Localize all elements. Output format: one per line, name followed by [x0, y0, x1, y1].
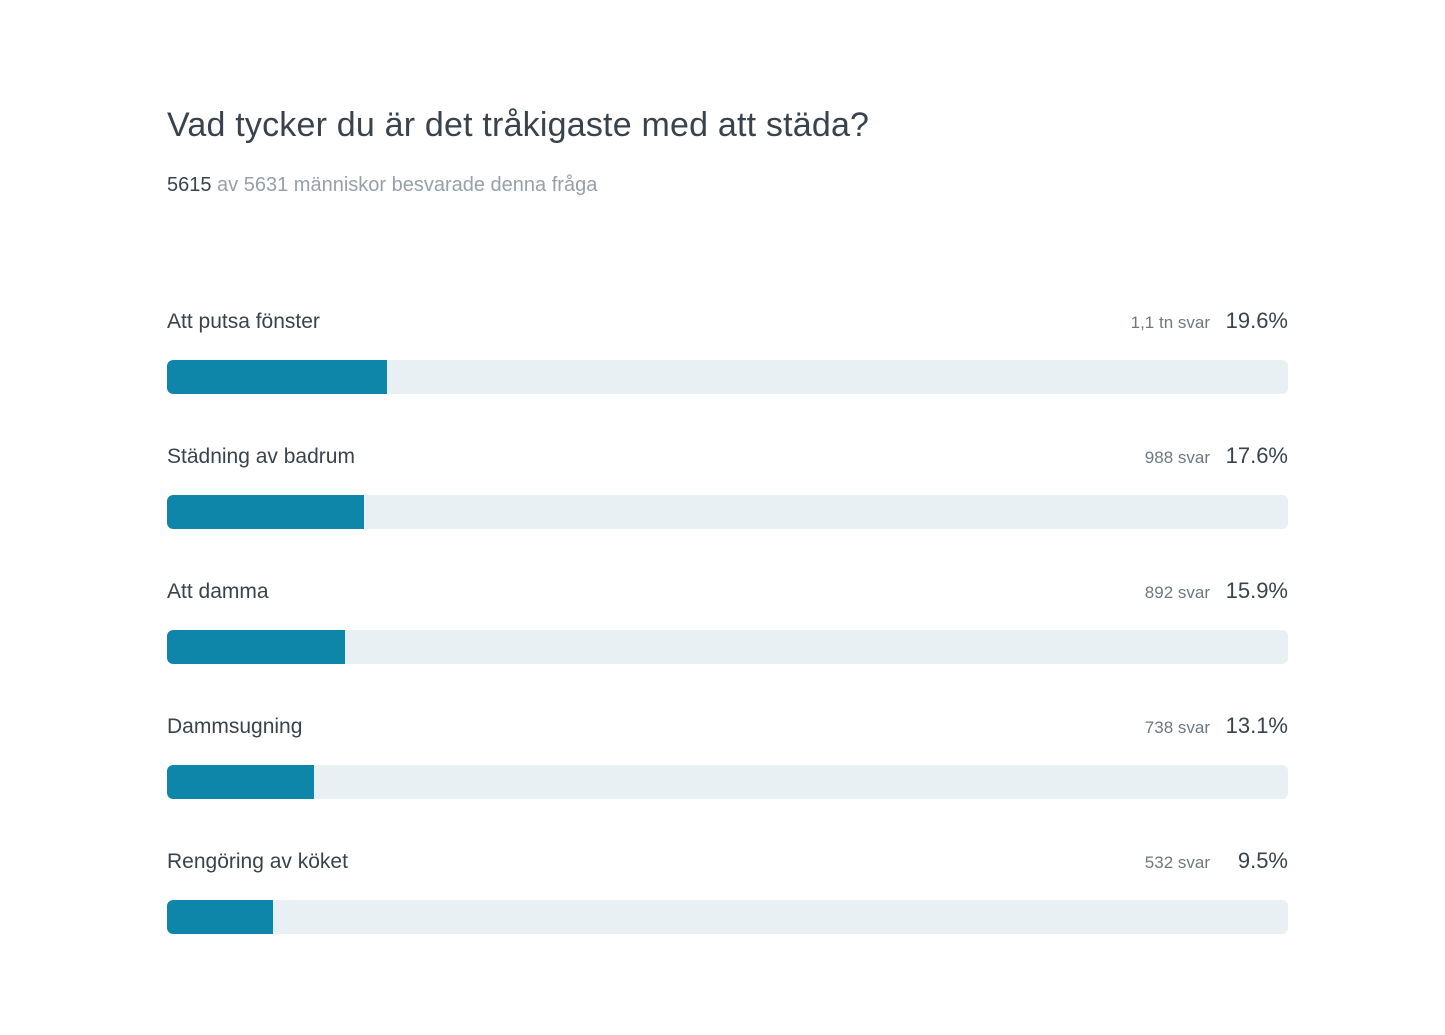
result-row-stats: 532 svar 9.5%	[1145, 846, 1288, 878]
result-row-header: Att damma 892 svar 15.9%	[167, 576, 1288, 608]
option-label: Dammsugning	[167, 715, 303, 738]
result-row: Att putsa fönster 1,1 tn svar 19.6%	[167, 306, 1288, 394]
result-row-header: Städning av badrum 988 svar 17.6%	[167, 441, 1288, 473]
result-row: Rengöring av köket 532 svar 9.5%	[167, 846, 1288, 934]
response-percent: 19.6%	[1225, 308, 1288, 333]
respondents-line: 5615 av 5631 människor besvarade denna f…	[167, 171, 1288, 199]
response-percent: 17.6%	[1225, 443, 1288, 468]
response-percent: 15.9%	[1225, 578, 1288, 603]
bar-fill	[167, 360, 387, 394]
result-row: Att damma 892 svar 15.9%	[167, 576, 1288, 664]
option-label: Städning av badrum	[167, 445, 355, 468]
response-percent: 13.1%	[1225, 713, 1288, 738]
option-label: Rengöring av köket	[167, 850, 348, 873]
response-count: 988 svar	[1144, 448, 1210, 467]
bar-fill	[167, 495, 365, 529]
result-row-stats: 1,1 tn svar 19.6%	[1131, 306, 1288, 338]
result-row-stats: 988 svar 17.6%	[1145, 441, 1288, 473]
response-count: 738 svar	[1144, 718, 1210, 737]
question-title: Vad tycker du är det tråkigaste med att …	[167, 106, 870, 144]
results-list: Att putsa fönster 1,1 tn svar 19.6% Städ…	[167, 306, 1288, 934]
bar-track	[167, 765, 1288, 799]
result-row-stats: 892 svar 15.9%	[1145, 576, 1288, 608]
result-row-header: Rengöring av köket 532 svar 9.5%	[167, 846, 1288, 878]
bar-track	[167, 630, 1288, 664]
result-row-header: Att putsa fönster 1,1 tn svar 19.6%	[167, 306, 1288, 338]
respondents-answered-count: 5615	[167, 174, 212, 196]
response-count: 892 svar	[1144, 583, 1210, 602]
result-row: Städning av badrum 988 svar 17.6%	[167, 441, 1288, 529]
bar-track	[167, 900, 1288, 934]
bar-fill	[167, 630, 346, 664]
option-label: Att putsa fönster	[167, 310, 320, 333]
result-row-header: Dammsugning 738 svar 13.1%	[167, 711, 1288, 743]
bar-track	[167, 495, 1288, 529]
response-count: 1,1 tn svar	[1130, 313, 1210, 332]
result-row-stats: 738 svar 13.1%	[1145, 711, 1288, 743]
result-row: Dammsugning 738 svar 13.1%	[167, 711, 1288, 799]
response-count: 532 svar	[1144, 853, 1210, 872]
bar-fill	[167, 765, 314, 799]
response-percent: 9.5%	[1237, 848, 1288, 873]
option-label: Att damma	[167, 580, 269, 603]
bar-fill	[167, 900, 274, 934]
survey-results-content: Vad tycker du är det tråkigaste med att …	[167, 103, 1288, 934]
bar-track	[167, 360, 1288, 394]
respondents-total-text: av 5631 människor besvarade denna fråga	[211, 174, 598, 196]
